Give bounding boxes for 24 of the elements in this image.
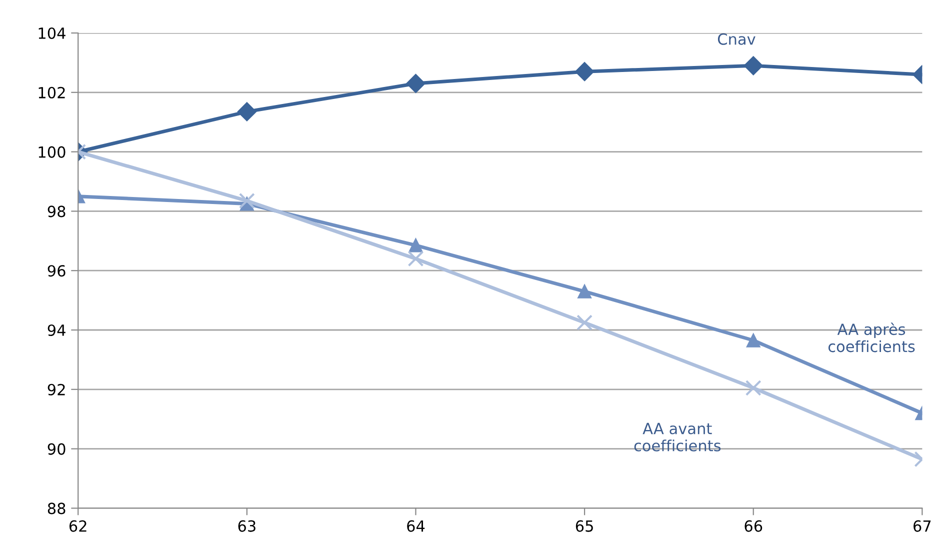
x-tick-label: 66 xyxy=(744,520,762,532)
point xyxy=(576,314,593,331)
y-tick-label: 92 xyxy=(48,384,65,396)
x-tick-label: 63 xyxy=(238,520,256,532)
point xyxy=(575,62,594,82)
x-tick-label: 62 xyxy=(69,520,86,532)
text: AA avant coefficients xyxy=(634,422,721,452)
y-tick-label: 104 xyxy=(38,27,66,40)
y-tick-label: 102 xyxy=(38,86,65,98)
y-tick-label: 100 xyxy=(38,146,66,158)
x-tick-label: 65 xyxy=(576,520,593,532)
x-tick-label: 67 xyxy=(914,520,931,532)
y-tick-label: 88 xyxy=(48,502,66,514)
y-tick-label: 94 xyxy=(48,324,66,336)
point xyxy=(408,238,423,252)
series-label: Cnav xyxy=(718,33,756,45)
y-tick-label: 98 xyxy=(48,206,66,218)
series-label: AA après coefficients xyxy=(828,322,915,352)
point xyxy=(406,74,426,94)
x-tick-label: 64 xyxy=(407,520,425,532)
y-tick-label: 96 xyxy=(48,265,66,277)
y-tick-label: 90 xyxy=(48,443,66,455)
point xyxy=(578,284,592,298)
point xyxy=(408,250,424,267)
